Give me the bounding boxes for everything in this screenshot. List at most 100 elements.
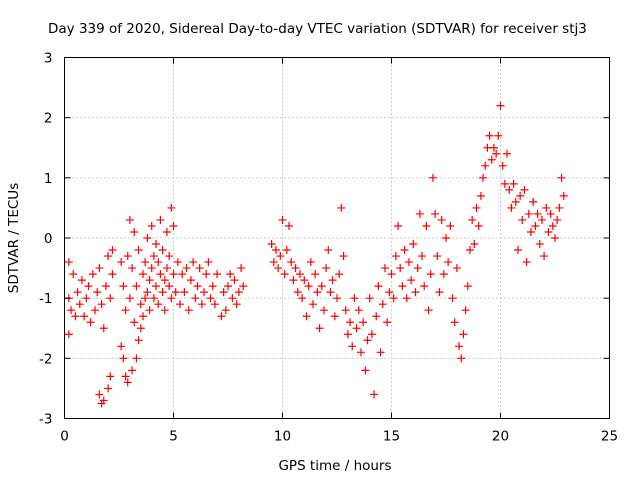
data-point: [372, 312, 381, 321]
data-point: [507, 203, 516, 212]
data-point: [217, 312, 226, 321]
data-point: [106, 294, 115, 303]
y-axis-label: SDTVAR / TECUs: [6, 183, 22, 293]
data-point: [367, 330, 376, 339]
data-point: [439, 270, 448, 279]
data-point: [540, 252, 549, 261]
data-point: [463, 282, 472, 291]
data-point: [134, 246, 143, 255]
data-point: [162, 227, 171, 236]
data-point: [208, 282, 217, 291]
data-point: [442, 234, 450, 242]
data-point: [544, 227, 553, 236]
data-point: [178, 270, 187, 279]
data-point: [498, 161, 507, 170]
data-point: [522, 258, 531, 267]
data-point: [387, 270, 396, 279]
data-point: [380, 264, 389, 273]
data-series: [64, 101, 568, 408]
data-point: [452, 264, 461, 273]
data-point: [293, 288, 302, 297]
x-tick-label: 0: [60, 429, 69, 445]
y-tick-label: -3: [39, 412, 52, 428]
data-point: [184, 306, 193, 315]
data-point: [374, 282, 383, 291]
data-point: [99, 396, 108, 405]
data-point: [141, 294, 150, 303]
data-point: [415, 209, 424, 218]
data-point: [95, 264, 104, 273]
x-axis-ticks: 0 5 10 15 20 25: [60, 57, 618, 445]
data-point: [437, 215, 446, 224]
data-point: [346, 318, 355, 327]
data-point: [304, 282, 313, 291]
data-point: [503, 149, 512, 158]
data-point: [128, 366, 137, 375]
data-point: [313, 288, 322, 297]
data-point: [88, 270, 97, 279]
x-axis-label: GPS time / hours: [278, 458, 391, 474]
data-point: [465, 246, 474, 255]
data-point: [84, 282, 93, 291]
data-point: [147, 264, 156, 273]
data-point: [239, 282, 248, 291]
data-point: [378, 300, 387, 309]
data-point: [330, 312, 339, 321]
data-point: [524, 209, 533, 218]
x-tick-label: 25: [601, 429, 618, 445]
data-point: [555, 203, 564, 212]
data-point: [136, 300, 145, 309]
data-point: [322, 264, 331, 273]
data-point: [219, 288, 228, 297]
data-point: [132, 354, 141, 363]
data-point: [520, 185, 529, 194]
data-point: [518, 215, 527, 224]
data-point: [411, 288, 420, 297]
data-point: [335, 270, 344, 279]
data-point: [295, 270, 304, 279]
y-tick-label: -1: [39, 291, 52, 307]
data-point: [348, 342, 357, 351]
data-point: [224, 282, 232, 291]
data-point: [82, 294, 91, 303]
data-point: [167, 203, 176, 212]
data-point: [472, 203, 481, 212]
data-point: [385, 288, 394, 297]
data-point: [391, 252, 400, 261]
data-point: [309, 300, 318, 309]
data-point: [282, 246, 291, 255]
data-point: [450, 318, 459, 327]
data-point: [298, 294, 307, 303]
data-point: [80, 312, 89, 321]
data-point: [169, 221, 178, 230]
data-point: [156, 215, 165, 224]
data-point: [468, 215, 477, 224]
data-point: [428, 173, 437, 182]
data-point: [444, 258, 453, 267]
data-point: [162, 264, 171, 273]
data-point: [136, 324, 145, 333]
data-point: [158, 288, 167, 297]
data-point: [230, 276, 239, 285]
data-point: [123, 378, 132, 387]
data-point: [548, 221, 557, 230]
data-point: [269, 258, 278, 267]
data-point: [143, 288, 152, 297]
data-point: [326, 288, 335, 297]
data-point: [171, 288, 180, 297]
data-point: [138, 270, 147, 279]
data-point: [158, 246, 167, 255]
data-point: [557, 173, 566, 182]
data-point: [106, 372, 115, 381]
data-point: [128, 264, 137, 273]
data-point: [389, 294, 398, 303]
data-point: [167, 294, 176, 303]
data-point: [149, 252, 158, 261]
data-point: [396, 264, 405, 273]
data-point: [165, 282, 174, 291]
data-point: [276, 252, 285, 261]
data-point: [420, 282, 429, 291]
data-point: [97, 300, 106, 309]
data-point: [337, 203, 346, 212]
x-tick-label: 20: [492, 429, 509, 445]
